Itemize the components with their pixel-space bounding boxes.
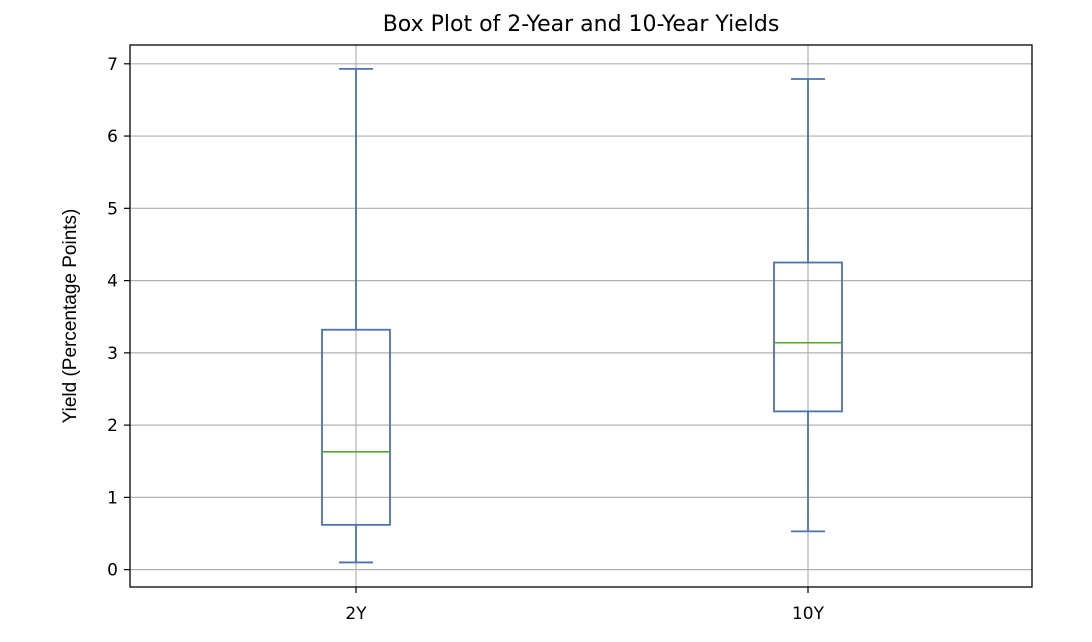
y-tick-label: 3 <box>107 344 118 364</box>
plot-frame <box>129 44 1033 588</box>
y-tick-label: 5 <box>107 199 118 219</box>
box-10y <box>773 261 843 413</box>
y-tick-label: 0 <box>107 561 118 581</box>
x-tick-label: 2Y <box>345 604 367 624</box>
y-tick-label: 7 <box>107 55 118 75</box>
y-axis-label: Yield (Percentage Points) <box>60 209 81 424</box>
axes: 0 1 2 3 4 5 6 7 2Y 10Y <box>107 55 824 624</box>
boxes <box>321 67 843 564</box>
y-tick-label: 6 <box>107 127 118 147</box>
y-tick-label: 1 <box>107 488 118 508</box>
box-2y <box>321 328 391 526</box>
y-tick-label: 4 <box>107 272 118 292</box>
grid-lines <box>130 45 1032 587</box>
x-tick-label: 10Y <box>792 604 825 624</box>
y-tick-label: 2 <box>107 416 118 436</box>
chart-title: Box Plot of 2-Year and 10-Year Yields <box>383 12 780 37</box>
